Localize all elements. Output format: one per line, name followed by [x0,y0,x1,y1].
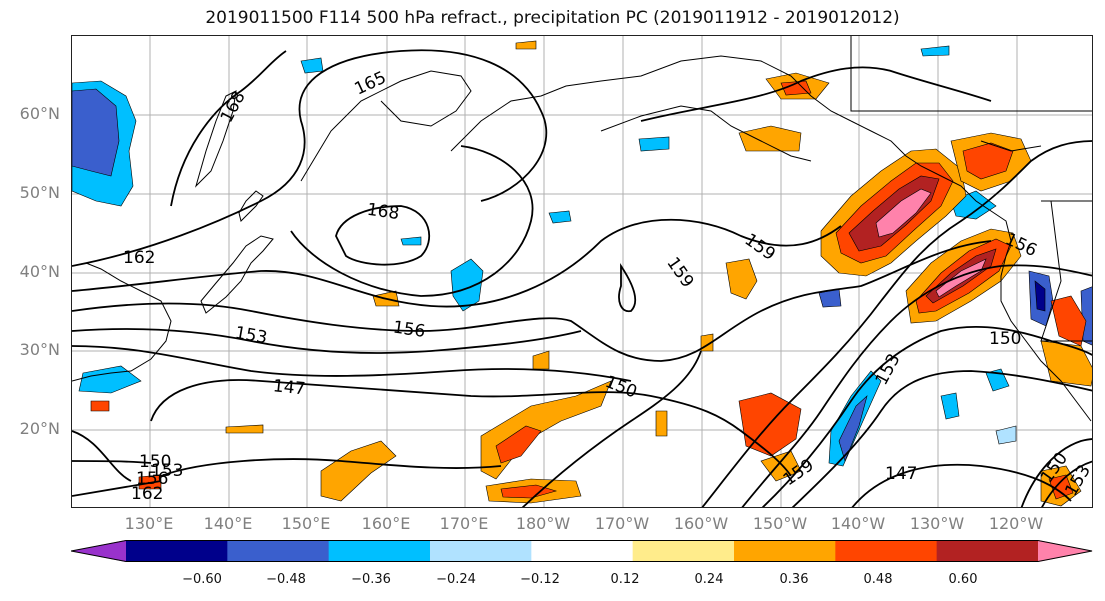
map-panel: 168 165 168 162 153 156 159 159 147 150 … [71,35,1093,508]
colorbar-tick: 0.12 [610,572,640,587]
lon-label: 150°E [281,514,331,533]
contour-label: 162 [131,484,163,504]
contour-label: 168 [366,200,401,224]
colorbar-tick: 0.36 [779,572,809,587]
contour-label: 150 [602,372,640,403]
lon-label: 170°W [594,514,650,533]
contour-label: 156 [392,318,427,342]
colorbar-tick: −0.24 [436,572,476,587]
map-canvas: 168 165 168 162 153 156 159 159 147 150 … [72,36,1092,507]
lat-label-40n: 40°N [19,262,60,281]
height-contours [72,49,1092,507]
colorbar-segment [734,540,836,562]
colorbar-segment [835,540,938,562]
colorbar-tick: −0.12 [520,572,560,587]
contour-label: 147 [885,464,917,484]
contour-label: 168 [217,88,250,126]
lat-label-60n: 60°N [19,104,60,123]
contour-label: 150 [139,452,171,472]
lon-label: 160°E [361,514,411,533]
colorbar [71,540,1093,562]
contour-label: 165 [352,68,390,100]
colorbar-segment [227,540,330,562]
chart-title: 2019011500 F114 500 hPa refract., precip… [205,8,900,28]
lon-label: 150°W [752,514,808,533]
lon-label: 180°W [515,514,571,533]
colorbar-segment [632,540,735,562]
contour-label: 150 [989,329,1021,349]
colorbar-segment [531,540,634,562]
colorbar-tick: −0.36 [351,572,391,587]
colorbar-segment [126,540,228,562]
colorbar-segment [936,540,1039,562]
lat-label-30n: 30°N [19,340,60,359]
lon-label: 140°W [830,514,886,533]
colorbar-arrow-right [1038,540,1093,562]
contour-label: 153 [233,323,268,348]
colorbar-tick: 0.48 [863,572,893,587]
colorbar-tick: −0.60 [182,572,222,587]
colorbar-tick: −0.48 [266,572,306,587]
colorbar-arrow-left [71,540,126,562]
contour-label: 162 [123,248,155,268]
contour-label: 153 [151,461,183,481]
lon-label: 130°E [124,514,174,533]
colorbar-tick: 0.24 [694,572,724,587]
contour-label: 153 [872,351,905,389]
lon-label: 120°W [988,514,1044,533]
lon-label: 130°W [909,514,965,533]
colorbar-segment [328,540,431,562]
colorbar-tick: 0.60 [948,572,978,587]
lat-label-20n: 20°N [19,419,60,438]
colorbar-outline [71,540,1093,562]
colorbar-segment [430,540,532,562]
lat-label-50n: 50°N [19,183,60,202]
coastlines [72,36,1092,422]
contour-label: 156 [136,469,168,489]
precip-negative [72,45,1092,467]
lon-label: 170°E [439,514,489,533]
lon-label: 160°W [673,514,729,533]
lon-label: 140°E [203,514,253,533]
contour-label: 147 [272,376,306,399]
